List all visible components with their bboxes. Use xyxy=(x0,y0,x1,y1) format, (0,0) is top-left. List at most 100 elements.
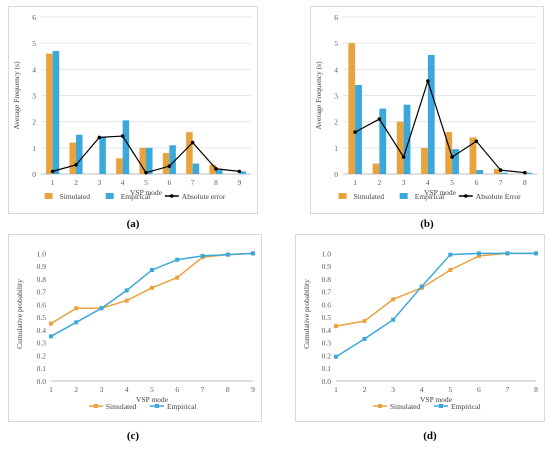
y-tick-label: 0.0 xyxy=(37,377,47,386)
x-tick-label: 4 xyxy=(426,178,430,187)
bar-simulated xyxy=(421,147,428,174)
series-point-simulated xyxy=(334,324,338,329)
x-tick-label: 5 xyxy=(144,178,148,187)
x-axis-title: VSP mode xyxy=(420,395,453,404)
x-axis-title: VSP mode xyxy=(424,188,457,197)
x-tick-label: 1 xyxy=(334,385,338,394)
series-point-simulated xyxy=(391,297,396,302)
legend-label: Empirical xyxy=(121,192,151,201)
y-tick-label: 0.0 xyxy=(322,377,332,386)
legend-marker xyxy=(439,404,443,408)
y-tick-label: 3 xyxy=(32,92,36,101)
x-tick-label: 6 xyxy=(167,178,171,187)
bar-simulated xyxy=(162,153,170,174)
chart-d: 0.0 0.1 0.2 0.3 0.4 0.5 0.6 0.7 0.8 0.9 1.0 1 2 3 4 5 6 7… xyxy=(302,249,538,411)
y-tick-label: 0.2 xyxy=(322,351,332,360)
y-tick-label: 0.1 xyxy=(37,364,47,373)
abs-error-point xyxy=(97,135,102,140)
x-tick-label: 8 xyxy=(226,385,230,394)
x-tick-label: 2 xyxy=(74,385,78,394)
series-point-empirical xyxy=(534,251,538,256)
legend-swatch xyxy=(338,193,347,199)
bar-empirical xyxy=(524,172,532,174)
series-point-empirical xyxy=(334,354,338,359)
chart-panel-d: 0.0 0.1 0.2 0.3 0.4 0.5 0.6 0.7 0.8 0.9 1.0 1 2 3 4 5 6 7… xyxy=(295,234,545,422)
chart-panel-b: 0 1 2 3 4 5 6 1 2 3 4 5 6 7 8 VSP mode Average Frequency… xyxy=(310,6,544,214)
bar-simulated xyxy=(139,147,146,174)
abs-error-point xyxy=(353,130,357,134)
legend-marker xyxy=(155,404,159,408)
x-tick-label: 8 xyxy=(534,385,538,394)
y-tick-label: 4 xyxy=(32,65,36,74)
abs-error-point xyxy=(237,169,242,174)
y-tick-label: 1 xyxy=(32,144,36,153)
abs-error-point xyxy=(74,163,78,167)
legend-marker xyxy=(170,194,174,198)
y-tick-label: 0 xyxy=(32,170,36,179)
bar-simulated xyxy=(69,142,76,174)
x-tick-label: 4 xyxy=(420,385,424,394)
y-tick-label: 0.7 xyxy=(37,288,47,297)
series-point-simulated xyxy=(49,321,53,326)
x-tick-label: 3 xyxy=(97,178,101,187)
x-tick-label: 5 xyxy=(450,178,454,187)
series-point-empirical xyxy=(124,288,129,293)
y-tick-label: 0 xyxy=(334,170,338,179)
series-point-simulated xyxy=(448,267,453,272)
series-point-empirical xyxy=(175,257,180,262)
y-tick-label: 0.2 xyxy=(37,351,47,360)
y-tick-label: 4 xyxy=(334,65,338,74)
series-point-simulated xyxy=(362,319,367,324)
chart-panel-c: 0.0 0.1 0.2 0.3 0.4 0.5 0.6 0.7 0.8 0.9 1.0 1 2 3 4 5 6 7… xyxy=(8,234,262,422)
chart-a: 0 1 2 3 4 5 6 1 2 3 4 5 6 7 8 9 VSP mode Average Frequenc… xyxy=(12,13,251,201)
bar-empirical xyxy=(500,172,508,174)
bar-simulated xyxy=(445,132,453,174)
x-axis-title: VSP mode xyxy=(136,395,169,404)
x-tick-label: 4 xyxy=(125,385,129,394)
y-tick-label: 2 xyxy=(334,118,338,127)
y-tick-label: 6 xyxy=(32,13,36,22)
legend-label: Empirical xyxy=(451,402,481,411)
y-tick-label: 0.5 xyxy=(37,313,47,322)
bar-simulated xyxy=(469,137,477,174)
y-tick-label: 2 xyxy=(32,118,36,127)
legend-label: Simulated xyxy=(60,192,91,201)
x-tick-label: 9 xyxy=(237,178,241,187)
legend-label: Simulated xyxy=(354,192,385,201)
chart-c: 0.0 0.1 0.2 0.3 0.4 0.5 0.6 0.7 0.8 0.9 1.0 1 2 3 4 5 6 7… xyxy=(15,249,255,411)
abs-error-point xyxy=(167,164,172,168)
series-point-empirical xyxy=(99,306,104,311)
abs-error-point xyxy=(214,166,218,171)
bar-empirical xyxy=(239,171,246,174)
y-tick-label: 0.4 xyxy=(322,326,332,335)
y-tick-label: 0.6 xyxy=(322,300,332,309)
abs-error-point xyxy=(426,79,430,83)
caption-a: (a) xyxy=(126,218,140,230)
series-line-simulated xyxy=(335,252,536,327)
y-tick-label: 0.3 xyxy=(37,339,47,348)
bar-empirical xyxy=(169,145,176,174)
series-point-empirical xyxy=(391,317,396,322)
series-point-empirical xyxy=(49,334,53,339)
series-point-empirical xyxy=(448,252,453,257)
bar-empirical xyxy=(52,51,60,175)
x-tick-label: 6 xyxy=(477,385,481,394)
abs-error-point xyxy=(144,170,148,175)
abs-error-point xyxy=(401,155,406,159)
y-tick-label: 0.6 xyxy=(37,300,47,309)
legend-swatch xyxy=(44,193,53,199)
x-tick-label: 3 xyxy=(391,385,395,394)
y-tick-label: 5 xyxy=(334,39,338,48)
legend-label: Empirical xyxy=(167,402,197,411)
y-tick-label: 0.5 xyxy=(322,313,332,322)
bar-empirical xyxy=(476,170,484,174)
legend-marker xyxy=(93,404,98,408)
series-point-simulated xyxy=(74,306,79,311)
chart-panel-a: 0 1 2 3 4 5 6 1 2 3 4 5 6 7 8 9 VSP mode Average Frequenc… xyxy=(8,6,258,214)
abs-error-line xyxy=(354,79,525,174)
chart-b: 0 1 2 3 4 5 6 1 2 3 4 5 6 7 8 VSP mode Average Frequency… xyxy=(314,13,537,201)
bar-empirical xyxy=(452,149,459,174)
x-tick-label: 1 xyxy=(353,178,357,187)
x-axis-title: VSP mode xyxy=(130,188,163,197)
abs-error-point xyxy=(120,134,125,138)
